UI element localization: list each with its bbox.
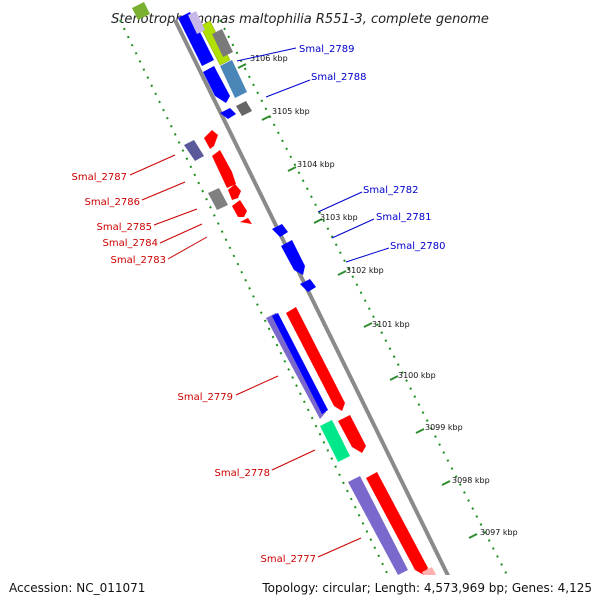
connector-line bbox=[141, 181, 186, 201]
accession-text: Accession: NC_011071 bbox=[9, 581, 146, 595]
connector-line bbox=[271, 449, 316, 471]
connector-line bbox=[129, 154, 176, 176]
kbp-tick-mark bbox=[415, 428, 425, 434]
gene-arrow[interactable] bbox=[272, 313, 328, 414]
connector-line bbox=[159, 223, 203, 244]
connector-line bbox=[153, 208, 198, 226]
connector-line bbox=[265, 79, 311, 98]
kbp-label: 3103 kbp bbox=[320, 213, 358, 222]
kbp-tick-mark bbox=[261, 115, 271, 121]
kbp-label: 3097 kbp bbox=[480, 528, 518, 537]
kbp-tick-mark bbox=[468, 533, 478, 539]
kbp-label: 3105 kbp bbox=[272, 107, 310, 116]
connector-line bbox=[317, 537, 362, 558]
gene-arrow[interactable] bbox=[212, 29, 233, 57]
kbp-label: 3101 kbp bbox=[372, 320, 410, 329]
gene-label[interactable]: Smal_2788 bbox=[311, 72, 366, 83]
forward-gene-labels: Smal_2789 Smal_2788 Smal_2782 Smal_2781 … bbox=[299, 44, 445, 252]
topology-text: Topology: circular; Length: 4,573,969 bp… bbox=[262, 581, 592, 595]
reverse-connectors bbox=[129, 154, 362, 558]
gene-arrow[interactable] bbox=[348, 476, 408, 575]
kbp-label: 3104 kbp bbox=[297, 160, 335, 169]
gene-label[interactable]: Smal_2782 bbox=[363, 185, 418, 196]
kbp-tick-mark bbox=[287, 166, 297, 172]
outer-guide-left bbox=[119, 19, 390, 575]
gene-label[interactable]: Smal_2783 bbox=[111, 255, 166, 266]
connector-line bbox=[236, 47, 297, 62]
gene-arrow[interactable] bbox=[272, 224, 288, 237]
gene-label[interactable]: Smal_2785 bbox=[97, 222, 152, 233]
connector-line bbox=[235, 375, 279, 396]
reverse-gene-labels: Smal_2787 Smal_2786 Smal_2785 Smal_2784 … bbox=[72, 172, 316, 565]
gene-arrow[interactable] bbox=[338, 415, 366, 453]
kbp-tick-mark bbox=[337, 270, 347, 276]
kbp-tick-mark bbox=[237, 63, 247, 69]
forward-connectors bbox=[236, 47, 390, 263]
gene-arrow[interactable] bbox=[212, 150, 236, 188]
kbp-tick-mark bbox=[313, 218, 323, 224]
gene-arrow[interactable] bbox=[281, 240, 305, 275]
forward-genes bbox=[178, 11, 440, 588]
gene-arrow[interactable] bbox=[300, 279, 316, 292]
gene-arrow[interactable] bbox=[286, 307, 345, 411]
reverse-genes bbox=[132, 2, 408, 575]
kbp-scale bbox=[237, 63, 478, 539]
kbp-labels: 3106 kbp 3105 kbp 3104 kbp 3103 kbp 3102… bbox=[250, 54, 518, 537]
gene-arrow[interactable] bbox=[266, 313, 326, 419]
map-title: Stenotrophomonas maltophilia R551-3, com… bbox=[111, 12, 489, 27]
gene-arrow[interactable] bbox=[178, 12, 214, 66]
gene-arrow[interactable] bbox=[132, 2, 150, 20]
kbp-tick-mark bbox=[363, 322, 373, 328]
gene-arrow[interactable] bbox=[188, 11, 205, 34]
gene-label[interactable]: Smal_2778 bbox=[215, 468, 270, 479]
gene-label[interactable]: Smal_2789 bbox=[299, 44, 354, 55]
kbp-label: 3102 kbp bbox=[346, 266, 384, 275]
gene-arrow[interactable] bbox=[220, 108, 236, 119]
kbp-label: 3098 kbp bbox=[452, 476, 490, 485]
gene-arrow[interactable] bbox=[228, 184, 241, 200]
gene-label[interactable]: Smal_2786 bbox=[85, 197, 140, 208]
connector-line bbox=[345, 247, 390, 263]
gene-label[interactable]: Smal_2784 bbox=[103, 238, 158, 249]
connector-line bbox=[331, 218, 375, 239]
connector-line bbox=[317, 191, 363, 213]
gene-arrow[interactable] bbox=[240, 218, 252, 224]
kbp-label: 3099 kbp bbox=[425, 423, 463, 432]
gene-arrow[interactable] bbox=[220, 60, 247, 98]
kbp-tick-mark bbox=[441, 480, 451, 486]
genome-backbone bbox=[173, 19, 450, 575]
gene-arrow[interactable] bbox=[184, 140, 204, 161]
kbp-label: 3100 kbp bbox=[398, 371, 436, 380]
gene-arrow[interactable] bbox=[236, 101, 252, 116]
gene-label[interactable]: Smal_2780 bbox=[390, 241, 445, 252]
gene-label[interactable]: Smal_2779 bbox=[178, 392, 233, 403]
gene-arrow[interactable] bbox=[204, 130, 218, 149]
gene-label[interactable]: Smal_2781 bbox=[376, 212, 431, 223]
gene-label[interactable]: Smal_2787 bbox=[72, 172, 127, 183]
gene-arrow[interactable] bbox=[320, 420, 350, 462]
gene-arrow[interactable] bbox=[208, 188, 228, 210]
gene-arrow[interactable] bbox=[232, 200, 247, 217]
connector-line bbox=[167, 236, 208, 260]
gene-arrow[interactable] bbox=[422, 567, 440, 588]
kbp-tick-mark bbox=[389, 375, 399, 381]
gene-arrow[interactable] bbox=[366, 472, 428, 575]
gene-label[interactable]: Smal_2777 bbox=[261, 554, 316, 565]
kbp-label: 3106 kbp bbox=[250, 54, 288, 63]
gene-arrow[interactable] bbox=[203, 66, 230, 103]
